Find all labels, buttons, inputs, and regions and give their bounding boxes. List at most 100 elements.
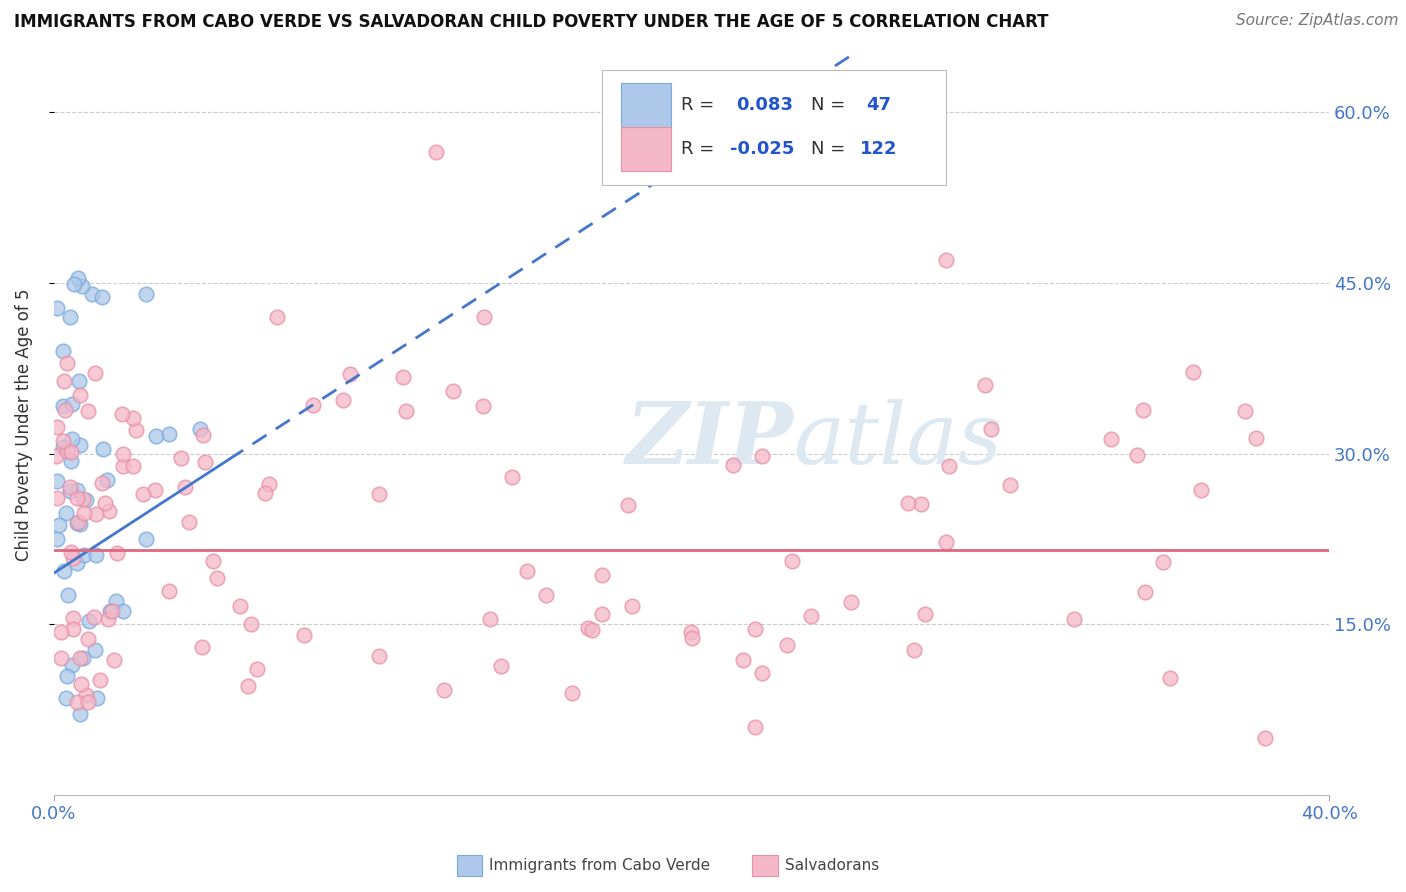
Point [776,638,799,652]
Point [191,640,214,655]
Point [62,622,84,636]
Point [77,632,100,646]
Point [121,458,143,473]
Point [49,625,72,640]
Point [169,451,191,466]
Point [177,515,200,529]
Text: Immigrants from Cabo Verde: Immigrants from Cabo Verde [489,858,710,872]
Point [66,271,89,285]
Point [395,403,418,417]
Point [205,571,228,585]
Point [1000,478,1022,492]
Point [472,310,495,324]
Point [621,599,644,614]
Point [112,459,135,474]
Point [392,369,415,384]
Point [974,378,997,392]
Point [49,651,72,665]
Point [721,458,744,473]
Point [101,604,124,618]
Point [62,551,84,566]
Point [94,496,117,510]
Point [254,485,277,500]
Point [69,438,91,452]
Point [52,344,75,359]
Point [229,599,252,613]
Point [560,686,582,700]
Point [56,669,79,683]
Point [479,612,502,626]
Point [66,516,89,530]
Point [980,422,1002,436]
Point [58,588,80,602]
Point [339,367,361,381]
Point [1233,403,1256,417]
Point [1254,731,1277,746]
Text: Salvadorans: Salvadorans [785,858,879,872]
Point [744,720,766,734]
Point [60,657,83,672]
Point [69,388,91,402]
Point [72,651,94,665]
Point [1244,431,1267,445]
Text: 47: 47 [866,95,891,113]
Point [239,617,262,632]
Point [194,455,217,469]
Point [501,470,523,484]
Point [45,449,67,463]
Point [105,593,128,607]
Point [66,491,89,505]
Point [472,399,495,413]
Point [60,454,83,468]
Point [780,554,803,568]
Point [581,623,603,637]
Point [157,427,180,442]
Point [75,689,97,703]
Point [84,549,107,563]
Point [1182,365,1205,379]
Point [66,515,89,529]
Point [52,434,75,448]
Text: Source: ZipAtlas.com: Source: ZipAtlas.com [1236,13,1399,29]
Point [55,690,77,705]
Point [83,643,105,657]
Point [121,410,143,425]
Point [84,507,107,521]
Point [83,609,105,624]
Point [53,374,76,388]
Point [591,607,613,622]
Point [98,504,121,518]
Point [59,545,82,559]
Point [1132,402,1154,417]
Point [441,384,464,398]
Point [77,404,100,418]
Point [112,604,135,618]
Text: R =: R = [682,95,720,113]
Point [52,440,75,454]
Point [266,310,288,324]
Text: IMMIGRANTS FROM CABO VERDE VS SALVADORAN CHILD POVERTY UNDER THE AGE OF 5 CORREL: IMMIGRANTS FROM CABO VERDE VS SALVADORAN… [14,13,1049,31]
Point [257,477,280,491]
Point [246,663,269,677]
Point [75,492,97,507]
Point [935,253,957,268]
Point [73,506,96,520]
Point [301,399,323,413]
Point [72,491,94,506]
FancyBboxPatch shape [621,83,671,127]
Text: R =: R = [682,140,714,158]
Point [744,622,766,636]
Point [938,458,960,473]
Point [125,423,148,437]
Point [69,651,91,665]
Point [66,483,89,497]
Point [91,442,114,456]
Point [839,594,862,608]
Point [69,677,91,691]
Y-axis label: Child Poverty Under the Age of 5: Child Poverty Under the Age of 5 [15,289,32,561]
Point [91,290,114,304]
Point [63,277,86,292]
Point [1191,483,1213,498]
Text: 0.083: 0.083 [737,95,793,113]
Point [914,607,936,622]
